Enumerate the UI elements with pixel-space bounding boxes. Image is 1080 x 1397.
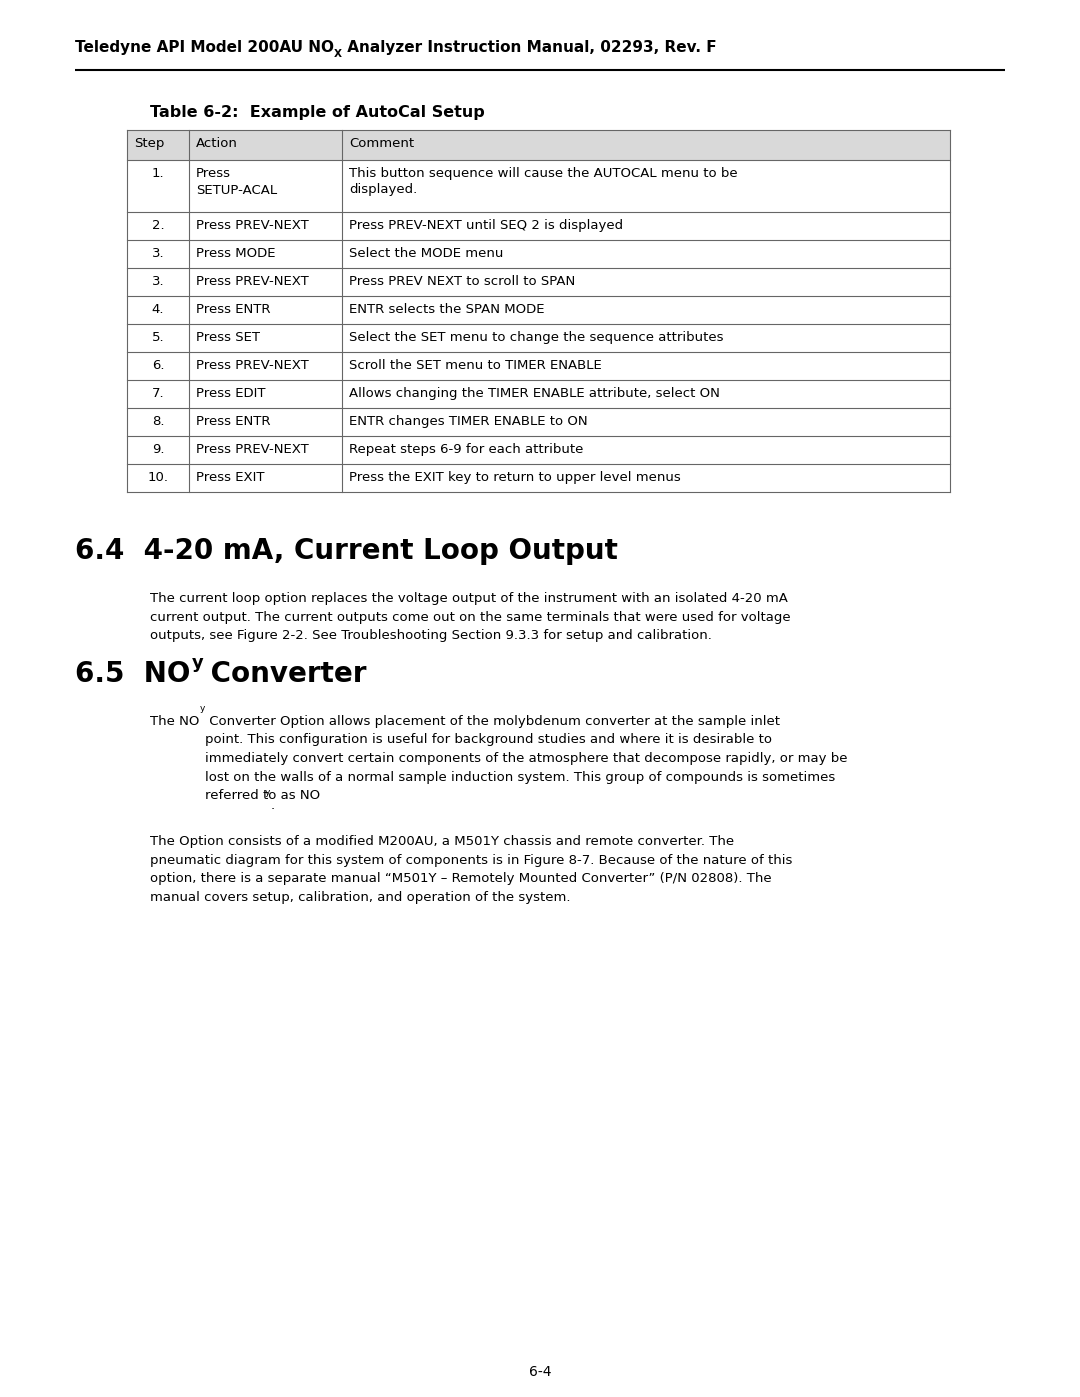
Text: y: y <box>200 704 205 712</box>
Text: Repeat steps 6-9 for each attribute: Repeat steps 6-9 for each attribute <box>349 443 583 455</box>
Text: Action: Action <box>195 137 238 149</box>
Text: X: X <box>334 49 342 59</box>
Text: 6.4  4-20 mA, Current Loop Output: 6.4 4-20 mA, Current Loop Output <box>75 536 618 564</box>
Text: Press MODE: Press MODE <box>195 247 275 260</box>
Text: Select the SET menu to change the sequence attributes: Select the SET menu to change the sequen… <box>349 331 724 344</box>
Text: Press PREV NEXT to scroll to SPAN: Press PREV NEXT to scroll to SPAN <box>349 275 576 288</box>
Text: Press PREV-NEXT until SEQ 2 is displayed: Press PREV-NEXT until SEQ 2 is displayed <box>349 219 623 232</box>
Text: y: y <box>191 654 203 672</box>
Text: 8.: 8. <box>152 415 164 427</box>
Text: ENTR selects the SPAN MODE: ENTR selects the SPAN MODE <box>349 303 544 316</box>
Text: Press PREV-NEXT: Press PREV-NEXT <box>195 359 309 372</box>
Text: Press EDIT: Press EDIT <box>195 387 266 400</box>
Bar <box>127 212 950 240</box>
Bar <box>127 161 950 212</box>
Text: Select the MODE menu: Select the MODE menu <box>349 247 503 260</box>
Text: Press PREV-NEXT: Press PREV-NEXT <box>195 275 309 288</box>
Text: Press the EXIT key to return to upper level menus: Press the EXIT key to return to upper le… <box>349 471 680 483</box>
Text: Press ENTR: Press ENTR <box>195 303 270 316</box>
Text: referred to as NO: referred to as NO <box>150 799 265 812</box>
Text: 6.: 6. <box>152 359 164 372</box>
Text: This button sequence will cause the AUTOCAL menu to be
displayed.: This button sequence will cause the AUTO… <box>349 168 738 197</box>
Text: Converter: Converter <box>201 659 367 687</box>
Text: 5.: 5. <box>151 331 164 344</box>
Text: 3.: 3. <box>151 275 164 288</box>
Text: The NO: The NO <box>150 715 200 728</box>
Text: The current loop option replaces the voltage output of the instrument with an is: The current loop option replaces the vol… <box>150 592 791 643</box>
Text: Press SET: Press SET <box>195 331 260 344</box>
Text: Table 6-2:  Example of AutoCal Setup: Table 6-2: Example of AutoCal Setup <box>150 105 485 120</box>
Text: The Option consists of a modified M200AU, a M501Y chassis and remote converter. : The Option consists of a modified M200AU… <box>150 835 793 904</box>
Text: Allows changing the TIMER ENABLE attribute, select ON: Allows changing the TIMER ENABLE attribu… <box>349 387 720 400</box>
Text: 3.: 3. <box>151 247 164 260</box>
Text: 6-4: 6-4 <box>529 1365 551 1379</box>
Text: 6.5  NO: 6.5 NO <box>75 659 190 687</box>
Text: y: y <box>265 788 270 796</box>
Text: 4.: 4. <box>152 303 164 316</box>
Text: Comment: Comment <box>349 137 414 149</box>
Bar <box>127 408 950 436</box>
Text: Scroll the SET menu to TIMER ENABLE: Scroll the SET menu to TIMER ENABLE <box>349 359 602 372</box>
Bar <box>127 130 950 161</box>
Bar <box>127 324 950 352</box>
Bar <box>127 268 950 296</box>
Text: 1.: 1. <box>151 168 164 180</box>
Text: .: . <box>271 799 275 812</box>
Text: Press ENTR: Press ENTR <box>195 415 270 427</box>
Bar <box>127 380 950 408</box>
Bar <box>127 464 950 492</box>
Text: 9.: 9. <box>152 443 164 455</box>
Bar <box>127 352 950 380</box>
Bar <box>127 240 950 268</box>
Text: 2.: 2. <box>151 219 164 232</box>
Bar <box>127 436 950 464</box>
Text: Teledyne API Model 200AU NO: Teledyne API Model 200AU NO <box>75 41 334 54</box>
Text: ENTR changes TIMER ENABLE to ON: ENTR changes TIMER ENABLE to ON <box>349 415 588 427</box>
Text: 7.: 7. <box>151 387 164 400</box>
Bar <box>127 296 950 324</box>
Text: Press PREV-NEXT: Press PREV-NEXT <box>195 219 309 232</box>
Text: Step: Step <box>134 137 164 149</box>
Text: Analyzer Instruction Manual, 02293, Rev. F: Analyzer Instruction Manual, 02293, Rev.… <box>342 41 717 54</box>
Text: Converter Option allows placement of the molybdenum converter at the sample inle: Converter Option allows placement of the… <box>205 715 848 802</box>
Text: Press
SETUP-ACAL: Press SETUP-ACAL <box>195 168 278 197</box>
Text: Press PREV-NEXT: Press PREV-NEXT <box>195 443 309 455</box>
Text: 10.: 10. <box>148 471 168 483</box>
Text: Press EXIT: Press EXIT <box>195 471 265 483</box>
